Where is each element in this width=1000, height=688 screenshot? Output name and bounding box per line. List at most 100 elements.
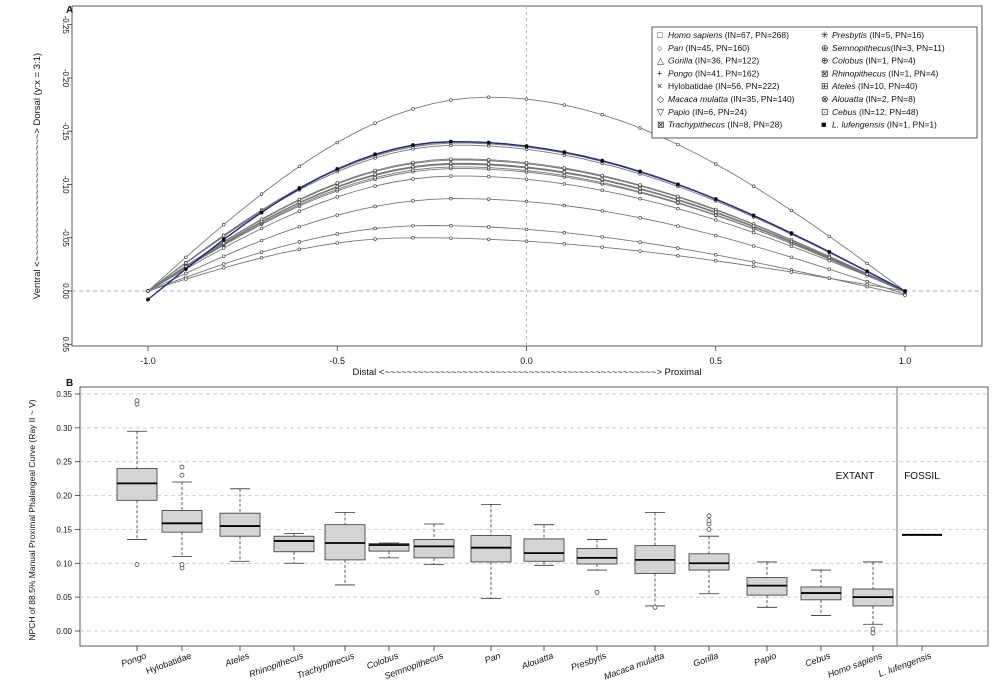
data-point xyxy=(373,237,377,241)
legend-marker: + xyxy=(657,68,662,78)
data-point xyxy=(789,244,794,248)
x-tick-label: 0.0 xyxy=(520,356,533,366)
legend: □ Homo sapiens (IN=67, PN=268) ○ Pan (IN=45… xyxy=(651,26,978,139)
box-cebus xyxy=(800,569,842,616)
legend-marker: ◇ xyxy=(657,94,664,104)
legend-marker: ⊠ xyxy=(821,68,829,78)
data-point xyxy=(827,249,832,254)
outlier-point xyxy=(134,398,140,404)
panel-a: A -1.0 -0.5 0.0 0.5 1.0 -0.25 -0.20 -0.15 -0.10 -… xyxy=(32,5,983,378)
data-point xyxy=(676,142,680,147)
outlier-point xyxy=(179,472,185,478)
y-tick-label: 0.30 xyxy=(56,424,72,433)
box-homo-sapiens xyxy=(852,561,894,636)
data-point xyxy=(411,236,415,240)
data-point xyxy=(865,279,869,284)
data-point xyxy=(448,139,453,144)
box-iqr xyxy=(576,547,618,565)
data-point xyxy=(827,255,831,260)
legend-entry-name: Alouatta xyxy=(831,94,863,104)
data-point xyxy=(562,182,567,186)
legend-entry-name: Presbytis xyxy=(832,30,868,40)
box-gorilla xyxy=(688,513,730,595)
legend-entry: Gorilla (IN=36, PN=122) xyxy=(668,56,759,66)
data-point xyxy=(259,256,264,260)
legend-entry: Alouatta (IN=2, PN=8) xyxy=(831,94,916,104)
legend-entry: Cebus (IN=12, PN=48) xyxy=(832,107,919,117)
data-point xyxy=(259,192,264,196)
data-point xyxy=(714,233,718,238)
data-point xyxy=(411,224,415,228)
data-point xyxy=(297,164,302,169)
legend-entry-name: Semnopithecus xyxy=(832,43,891,53)
panel-a-xlabel: Distal <~~~~~~~~~~~~~~~~~~~~~~~~~~~~~~~~… xyxy=(353,367,702,378)
data-point xyxy=(524,161,529,165)
box-ateles xyxy=(219,488,261,562)
box-rhinopithecus xyxy=(273,533,315,564)
data-point xyxy=(562,166,567,170)
data-point xyxy=(297,209,302,213)
y-tick-label: -0.25 xyxy=(61,16,70,35)
y-tick-label: -0.20 xyxy=(61,69,70,88)
series-presbytis xyxy=(146,174,907,293)
data-point xyxy=(486,95,491,99)
data-point xyxy=(751,213,756,218)
data-point xyxy=(562,230,567,235)
legend-entry-name: Trachypithecus xyxy=(668,120,726,130)
data-point xyxy=(714,162,718,166)
data-point xyxy=(600,188,604,193)
y-tick-label: 0.15 xyxy=(56,525,72,534)
y-tick-label: 0.10 xyxy=(56,559,72,568)
legend-entry: Colobus (IN=1, PN=4) xyxy=(832,56,916,66)
legend-entry: Semnopithecus(IN=3, PN=11) xyxy=(832,43,945,53)
data-point xyxy=(789,208,794,213)
legend-entry-name: Pan xyxy=(668,43,683,53)
legend-entry: Ateles (IN=10, PN=40) xyxy=(831,81,918,91)
data-point xyxy=(297,200,302,205)
box-iqr xyxy=(688,553,730,571)
data-point xyxy=(259,226,264,231)
data-point xyxy=(600,158,605,163)
legend-entry-counts: (IN=3, PN=11) xyxy=(891,43,945,53)
series-pongo xyxy=(146,95,907,293)
data-point xyxy=(335,195,339,199)
legend-entry: Hylobatidae (IN=56, PN=222) xyxy=(668,81,780,91)
outlier-point xyxy=(179,562,185,567)
legend-entry: Homo sapiens (IN=67, PN=268) xyxy=(668,30,789,40)
y-tick-label: 0.35 xyxy=(56,390,72,399)
data-point xyxy=(335,181,339,185)
legend-entry: Pongo (IN=41, PN=162) xyxy=(668,68,759,78)
data-point xyxy=(638,196,642,201)
legend-entry-counts: (IN=1, PN=4) xyxy=(863,56,916,66)
data-point xyxy=(600,177,604,181)
data-point xyxy=(335,232,339,236)
data-point xyxy=(335,140,339,145)
data-point xyxy=(259,250,264,254)
x-tick-label: -0.5 xyxy=(329,356,345,366)
panel-b-frame xyxy=(79,386,989,647)
data-point xyxy=(486,162,491,166)
data-point xyxy=(449,236,453,240)
data-point xyxy=(789,255,794,259)
outlier-point xyxy=(706,527,712,532)
data-point xyxy=(373,184,377,188)
legend-marker: □ xyxy=(657,30,663,40)
data-point xyxy=(713,197,718,202)
legend-entry-counts: (IN=6, PN=24) xyxy=(690,107,747,117)
data-point xyxy=(562,242,567,246)
data-point xyxy=(222,262,226,266)
legend-entry-name: L. lufengensis xyxy=(832,120,885,130)
legend-marker: ○ xyxy=(657,43,662,53)
outlier-point xyxy=(870,630,876,636)
box-papio xyxy=(746,561,788,608)
legend-entry-counts: (IN=41, PN=162) xyxy=(693,68,760,78)
outlier-point xyxy=(179,464,185,470)
series-papio xyxy=(146,224,907,297)
legend-marker: ▽ xyxy=(657,107,664,117)
legend-marker: ⊕ xyxy=(821,56,829,66)
data-point xyxy=(714,253,718,257)
data-point xyxy=(222,241,226,245)
data-point xyxy=(600,235,604,239)
data-point xyxy=(600,112,604,117)
